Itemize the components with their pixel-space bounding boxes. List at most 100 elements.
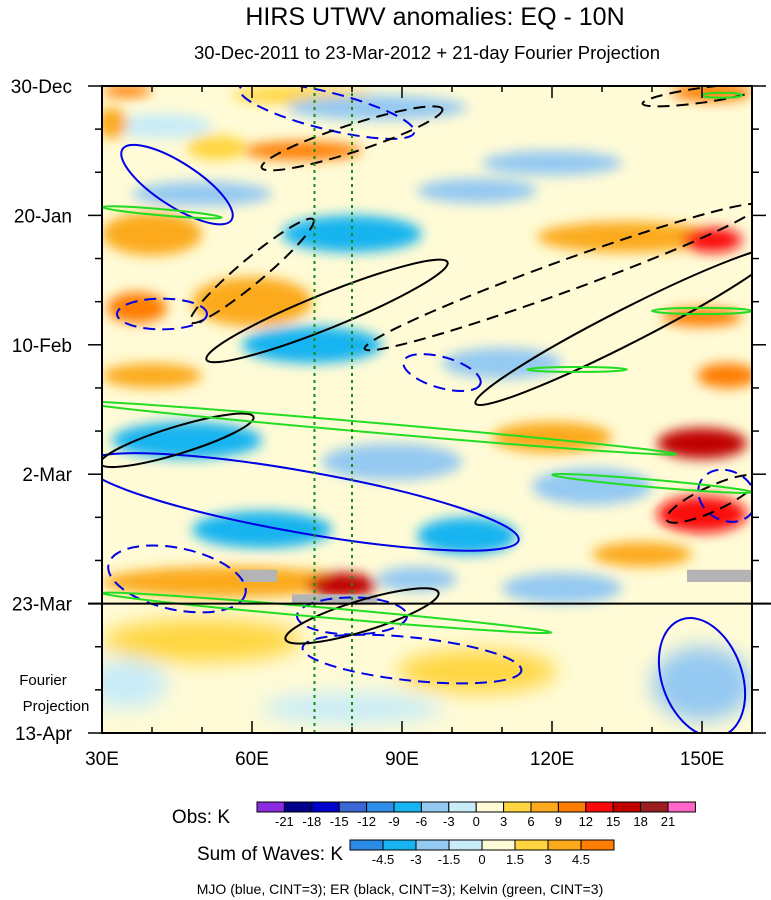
kelvin-contour [526,365,628,373]
obs-colorbar-swatch [475,801,505,813]
obs-anomaly-cell [377,566,457,592]
sum-of-waves-cell [102,659,167,709]
obs-anomaly-cell [132,181,272,207]
er-contour [474,246,752,407]
wave-contours [102,86,752,733]
obs-colorbar-swatch [448,801,477,813]
waves-colorbar-level-label: 3 [544,852,551,867]
x-axis: 30E 60E 90E 120E 150E [85,86,753,770]
footnote: MJO (blue, CINT=3); ER (black, CINT=3); … [197,881,604,897]
projection-label-line1: Fourier [19,672,67,689]
mjo-contour [697,468,752,523]
obs-anomaly-cell [102,566,352,598]
obs-colorbar-level-label: -6 [416,814,428,829]
waves-colorbar-swatch [514,839,549,851]
obs-anomaly-cell [417,517,517,555]
missing-data-region [687,569,752,583]
plot-frame [101,85,753,734]
obs-anomaly-cell [592,541,692,567]
obs-anomaly-cell [482,150,622,176]
obs-colorbar-swatch [530,801,559,813]
obs-colorbar-level-label: -9 [388,814,400,829]
obs-colorbar-level-label: 18 [633,814,647,829]
sum-of-waves-cell [652,646,752,721]
obs-colorbar-label: Obs: K [172,807,230,828]
obs-colorbar-level-label: 3 [500,814,507,829]
mjo-contour [107,544,247,614]
missing-data-region [239,569,277,583]
obs-colorbar: Obs: K -21 -18 -15 -12 -9 -6 -3 0 3 6 9 12 15 18 21 [172,801,696,829]
obs-colorbar-swatch [393,801,422,813]
kelvin-contour [651,306,752,315]
er-contour [641,86,752,108]
mjo-contour [657,617,747,733]
obs-colorbar-swatch [640,801,669,813]
y-tick-label: 20-Jan [14,206,72,227]
obs-anomaly-cell [682,227,742,253]
obs-anomaly-cell [187,135,247,160]
obs-anomaly-cell [307,572,377,598]
obs-anomaly-cell [102,86,152,98]
er-contour [205,258,449,364]
obs-colorbar-level-label: -15 [330,814,349,829]
obs-anomaly-cell [112,421,262,459]
mjo-contour [402,353,482,392]
x-tick-label: 120E [530,749,574,770]
er-contour [284,587,440,645]
obs-colorbar-level-label: -3 [443,814,455,829]
obs-colorbar-level-label: 9 [555,814,562,829]
obs-colorbar-swatch [283,801,313,813]
waves-colorbar-swatch [349,839,384,851]
projection-label-line2: Projection [23,698,90,715]
y-tick-label: 10-Feb [12,336,72,357]
anomaly-field [102,86,752,733]
er-contour [189,217,315,325]
obs-colorbar-swatch [585,801,614,813]
er-contour [363,202,752,352]
sum-of-waves-cell [262,692,442,724]
y-axis: 30-Dec 20-Jan 10-Feb 2-Mar 23-Mar 13-Apr [11,77,766,745]
obs-colorbar-swatch [366,801,395,813]
waves-colorbar-label: Sum of Waves: K [197,844,343,865]
obs-colorbar-level-label: -18 [302,814,321,829]
obs-colorbar-swatch [503,801,532,813]
y-tick-label: 23-Mar [12,595,73,616]
kelvin-contour [102,400,677,456]
waves-colorbar-swatch [481,839,516,851]
obs-colorbar-swatch [612,801,642,813]
mjo-contour [120,143,234,226]
x-tick-label: 60E [235,749,269,770]
waves-colorbar-swatch [547,839,582,851]
mjo-contour [238,86,416,140]
reference-lines [313,86,353,733]
obs-anomaly-cell [662,307,742,327]
waves-colorbar-swatch [448,839,483,851]
er-contour [102,412,255,469]
obs-anomaly-cell [112,113,212,139]
waves-colorbar-level-label: -1.5 [438,852,460,867]
obs-colorbar-swatch [667,801,696,813]
waves-colorbar-level-label: 4.5 [572,852,590,867]
obs-colorbar-swatch [311,801,340,813]
waves-colorbar-swatch [415,839,450,851]
obs-colorbar-swatch [256,801,285,813]
obs-anomaly-cell [102,363,202,388]
obs-colorbar-level-label: 15 [606,814,620,829]
obs-anomaly-cell [102,212,202,256]
obs-anomaly-cell [107,292,167,324]
obs-colorbar-level-label: 6 [527,814,534,829]
mjo-contour [102,452,520,552]
x-tick-label: 90E [385,749,419,770]
obs-colorbar-level-label: 0 [473,814,480,829]
obs-anomaly-cell [102,107,127,139]
y-tick-label: 30-Dec [11,77,72,98]
obs-anomaly-cell [697,363,752,388]
chart-title: HIRS UTWV anomalies: EQ - 10N [245,3,624,31]
x-tick-label: 150E [680,749,724,770]
obs-colorbar-level-label: 21 [661,814,675,829]
sum-of-waves-cell [102,619,302,663]
missing-data-regions [239,569,752,604]
obs-anomaly-cell [657,427,747,459]
mjo-contour [301,633,523,685]
